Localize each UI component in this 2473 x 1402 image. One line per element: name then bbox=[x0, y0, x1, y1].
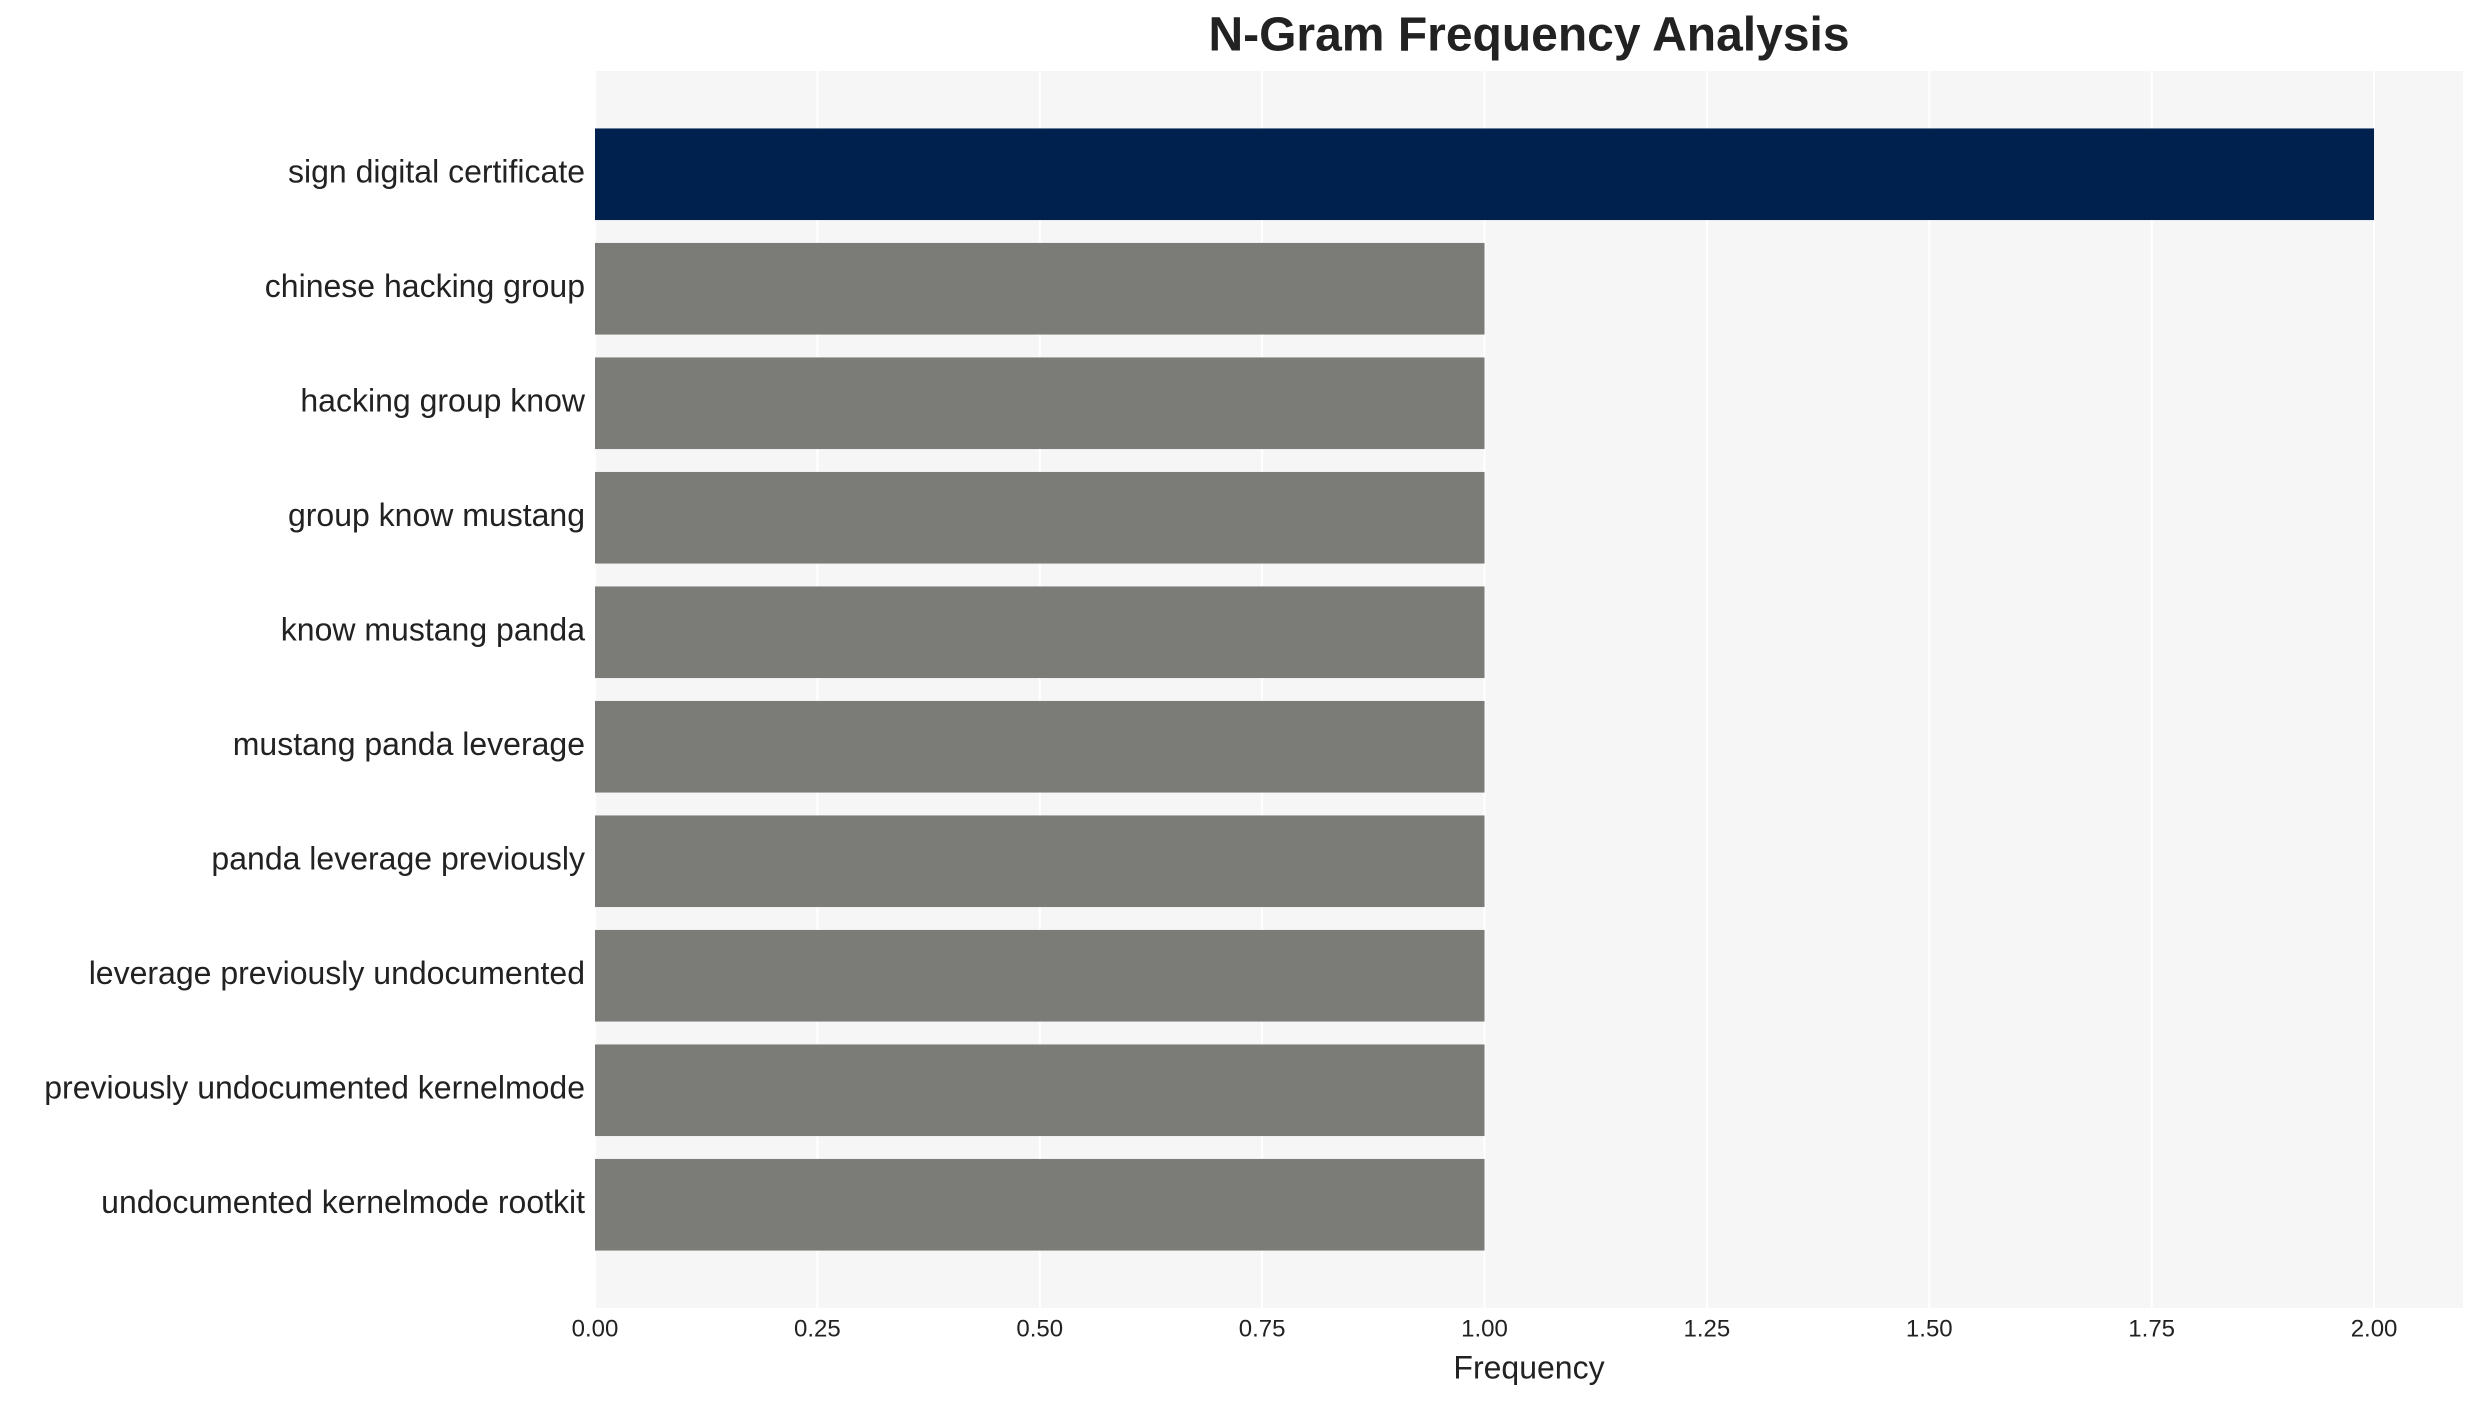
bar bbox=[595, 357, 1485, 450]
bar bbox=[595, 1044, 1485, 1137]
x-tick-label: 0.75 bbox=[1239, 1315, 1286, 1342]
y-tick-label: know mustang panda bbox=[281, 612, 585, 648]
x-tick-label: 1.00 bbox=[1461, 1315, 1508, 1342]
bar bbox=[595, 815, 1485, 908]
chart-title: N-Gram Frequency Analysis bbox=[1208, 9, 1849, 62]
x-tick-label: 2.00 bbox=[2351, 1315, 2398, 1342]
x-tick-label: 1.50 bbox=[1906, 1315, 1953, 1342]
x-axis-label: Frequency bbox=[1453, 1349, 1604, 1385]
bar bbox=[595, 128, 2375, 221]
y-tick-label: previously undocumented kernelmode bbox=[44, 1070, 585, 1106]
y-tick-label: mustang panda leverage bbox=[233, 726, 585, 762]
bar bbox=[595, 471, 1485, 564]
bar bbox=[595, 1158, 1485, 1251]
y-tick-label: panda leverage previously bbox=[211, 841, 585, 877]
x-tick-label: 0.00 bbox=[572, 1315, 619, 1342]
x-tick-label: 1.25 bbox=[1684, 1315, 1731, 1342]
x-tick-label: 0.25 bbox=[794, 1315, 841, 1342]
y-tick-label: chinese hacking group bbox=[265, 268, 585, 304]
x-tick-label: 0.50 bbox=[1016, 1315, 1063, 1342]
bar bbox=[595, 242, 1485, 335]
y-tick-label: group know mustang bbox=[288, 497, 585, 533]
x-tick-label: 1.75 bbox=[2128, 1315, 2175, 1342]
bar bbox=[595, 586, 1485, 679]
bar bbox=[595, 929, 1485, 1022]
bar bbox=[595, 700, 1485, 793]
y-tick-label: hacking group know bbox=[300, 383, 586, 419]
y-tick-label: undocumented kernelmode rootkit bbox=[101, 1184, 585, 1220]
y-tick-label: leverage previously undocumented bbox=[89, 955, 585, 991]
y-tick-label: sign digital certificate bbox=[288, 154, 585, 190]
